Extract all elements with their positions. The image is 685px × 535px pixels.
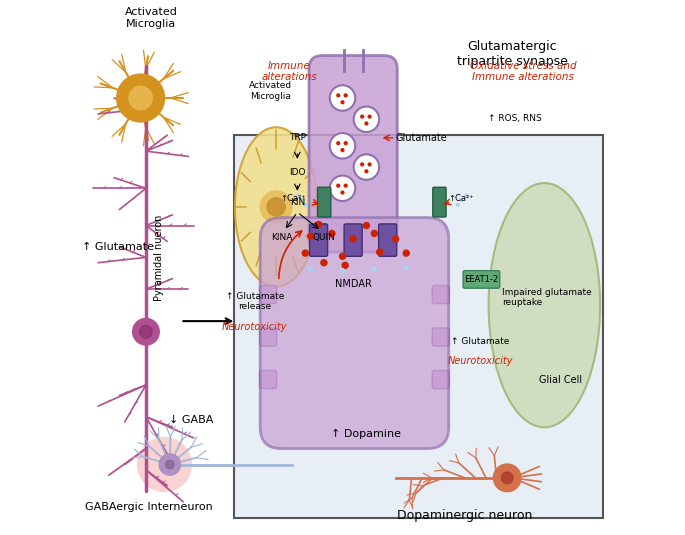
Text: ↑Ca²⁺: ↑Ca²⁺ bbox=[449, 194, 475, 203]
FancyBboxPatch shape bbox=[463, 271, 500, 288]
Text: Neurotoxicity: Neurotoxicity bbox=[222, 322, 288, 332]
Text: Oxidative stress and
Immune alterations: Oxidative stress and Immune alterations bbox=[470, 61, 576, 82]
Circle shape bbox=[464, 194, 469, 198]
Circle shape bbox=[501, 472, 513, 484]
Circle shape bbox=[340, 148, 345, 152]
Circle shape bbox=[329, 133, 356, 158]
Circle shape bbox=[340, 268, 345, 273]
Circle shape bbox=[392, 235, 399, 242]
Circle shape bbox=[166, 460, 174, 469]
Ellipse shape bbox=[488, 183, 600, 427]
Circle shape bbox=[137, 437, 192, 492]
Circle shape bbox=[320, 259, 327, 266]
Circle shape bbox=[360, 114, 364, 119]
Text: EEAT1-2: EEAT1-2 bbox=[464, 275, 499, 284]
Circle shape bbox=[301, 198, 305, 202]
Circle shape bbox=[129, 86, 152, 110]
Circle shape bbox=[339, 253, 346, 260]
Circle shape bbox=[371, 230, 378, 237]
Text: ↑ Glutamate
release: ↑ Glutamate release bbox=[225, 292, 284, 311]
Text: ↑ ROS, RNS: ↑ ROS, RNS bbox=[488, 114, 542, 123]
Text: ↑ Dopamine: ↑ Dopamine bbox=[332, 429, 401, 439]
Ellipse shape bbox=[235, 127, 317, 287]
FancyBboxPatch shape bbox=[433, 187, 446, 217]
Circle shape bbox=[362, 222, 370, 229]
Circle shape bbox=[329, 175, 356, 201]
Circle shape bbox=[344, 93, 348, 97]
Text: Neurotoxicity: Neurotoxicity bbox=[448, 356, 513, 365]
FancyBboxPatch shape bbox=[432, 286, 449, 303]
Circle shape bbox=[364, 169, 369, 173]
FancyBboxPatch shape bbox=[310, 224, 327, 256]
Circle shape bbox=[372, 266, 377, 272]
Circle shape bbox=[493, 464, 521, 492]
Circle shape bbox=[260, 191, 292, 223]
Text: GABAergic Interneuron: GABAergic Interneuron bbox=[85, 502, 212, 512]
Circle shape bbox=[376, 248, 384, 256]
Text: Dopaminergic neuron: Dopaminergic neuron bbox=[397, 509, 532, 522]
Circle shape bbox=[344, 141, 348, 146]
Text: Glutamate: Glutamate bbox=[396, 133, 447, 143]
Text: KIN: KIN bbox=[290, 198, 305, 207]
Circle shape bbox=[353, 154, 379, 180]
Text: ↓ GABA: ↓ GABA bbox=[169, 415, 213, 425]
Text: KINA: KINA bbox=[271, 233, 292, 242]
Circle shape bbox=[340, 100, 345, 104]
FancyBboxPatch shape bbox=[379, 224, 397, 256]
Circle shape bbox=[364, 121, 369, 126]
Circle shape bbox=[403, 265, 409, 271]
Text: IDO: IDO bbox=[289, 168, 306, 177]
Text: ↑Ca²⁺: ↑Ca²⁺ bbox=[281, 194, 306, 203]
Circle shape bbox=[367, 114, 372, 119]
Circle shape bbox=[336, 93, 340, 97]
Circle shape bbox=[297, 194, 301, 198]
Circle shape bbox=[344, 184, 348, 188]
Circle shape bbox=[367, 162, 372, 166]
Circle shape bbox=[459, 198, 463, 202]
FancyBboxPatch shape bbox=[344, 224, 362, 256]
FancyBboxPatch shape bbox=[260, 371, 277, 388]
Circle shape bbox=[353, 106, 379, 132]
Text: Pyramidal nueron: Pyramidal nueron bbox=[154, 214, 164, 301]
Circle shape bbox=[116, 74, 164, 122]
Text: Immune
alterations: Immune alterations bbox=[262, 61, 317, 82]
Circle shape bbox=[267, 198, 285, 216]
Circle shape bbox=[133, 318, 159, 345]
Circle shape bbox=[340, 190, 345, 195]
FancyBboxPatch shape bbox=[309, 56, 397, 252]
Circle shape bbox=[140, 325, 152, 338]
Text: QUIN: QUIN bbox=[312, 233, 336, 242]
Text: NMDAR: NMDAR bbox=[335, 279, 371, 288]
FancyBboxPatch shape bbox=[260, 328, 277, 346]
FancyBboxPatch shape bbox=[260, 218, 449, 449]
FancyBboxPatch shape bbox=[318, 187, 331, 217]
Circle shape bbox=[360, 162, 364, 166]
Text: Activated
Microglia: Activated Microglia bbox=[125, 7, 177, 29]
Circle shape bbox=[328, 230, 336, 237]
Text: Glutamatergic
tripartite synapse: Glutamatergic tripartite synapse bbox=[457, 40, 568, 67]
FancyBboxPatch shape bbox=[260, 286, 277, 303]
Text: Impaired glutamate
reuptake: Impaired glutamate reuptake bbox=[502, 288, 592, 307]
Text: Activated
Microglia: Activated Microglia bbox=[249, 81, 292, 101]
Circle shape bbox=[336, 141, 340, 146]
FancyBboxPatch shape bbox=[432, 328, 449, 346]
Circle shape bbox=[336, 184, 340, 188]
Circle shape bbox=[349, 235, 357, 242]
Circle shape bbox=[307, 232, 314, 240]
FancyBboxPatch shape bbox=[234, 135, 603, 518]
Circle shape bbox=[308, 266, 313, 272]
Text: TRP: TRP bbox=[289, 133, 306, 142]
Text: ↑ Glutamate: ↑ Glutamate bbox=[451, 337, 510, 346]
Circle shape bbox=[159, 454, 180, 475]
Circle shape bbox=[301, 249, 309, 257]
Circle shape bbox=[303, 203, 308, 207]
Circle shape bbox=[403, 249, 410, 257]
FancyBboxPatch shape bbox=[432, 371, 449, 388]
Text: Glial Cell: Glial Cell bbox=[538, 374, 582, 385]
Circle shape bbox=[341, 262, 349, 269]
Circle shape bbox=[315, 221, 323, 228]
Circle shape bbox=[329, 85, 356, 111]
Circle shape bbox=[456, 203, 460, 207]
Text: ↑ Glutamate: ↑ Glutamate bbox=[82, 242, 154, 252]
